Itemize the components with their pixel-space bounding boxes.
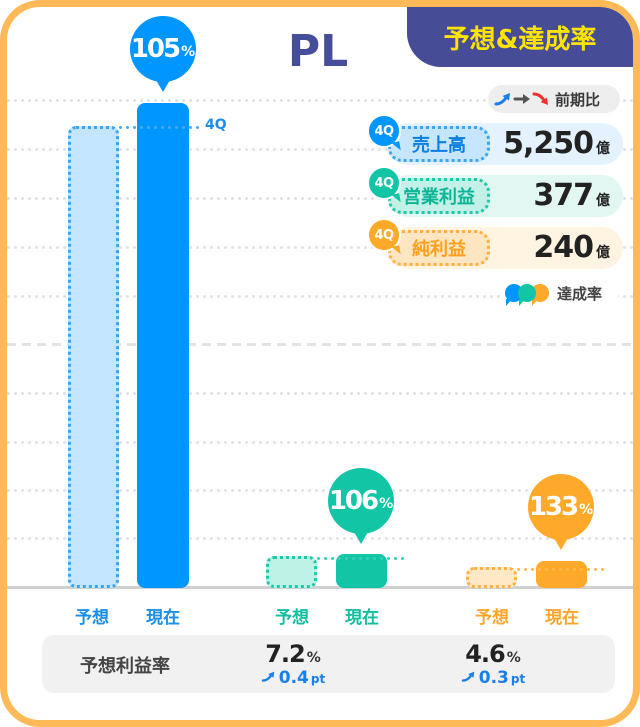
chart-baseline — [7, 586, 633, 589]
gridline — [7, 197, 633, 200]
margin-change-unit: pt — [310, 672, 326, 686]
arrow-right-icon — [513, 91, 532, 107]
kpi-value: 5,250 億 — [503, 123, 610, 165]
kpi-label: 売上高 — [412, 135, 466, 156]
x-label-forecast: 予想 — [275, 608, 309, 628]
margin-unit: % — [306, 650, 321, 666]
achievement-unit: % — [579, 502, 594, 518]
kpi-unit: 億 — [596, 245, 610, 261]
margin-change-unit: pt — [510, 672, 526, 686]
x-label-actual: 現在 — [146, 608, 180, 628]
margin-change-number: 0.3 — [478, 668, 509, 688]
gridline — [7, 489, 633, 492]
kpi-row-net-profit: 純利益 240 億 — [388, 227, 623, 269]
kpi-label-box: 営業利益 — [388, 178, 490, 214]
kpi-number: 5,250 — [503, 126, 594, 161]
page-title: PL — [287, 26, 349, 77]
period-bubble-icon: 4Q — [367, 218, 401, 252]
margin-change: 0.4 pt — [238, 668, 348, 688]
x-label-actual: 現在 — [545, 608, 579, 628]
header-badge: 予想&達成率 — [407, 7, 633, 67]
achievement-value: 133 — [528, 492, 579, 522]
x-label-forecast: 予想 — [475, 608, 509, 628]
profit-margin-label: 予想利益率 — [80, 656, 170, 677]
achievement-bubble-sales: 105% — [130, 16, 196, 82]
profit-margin-row: 予想利益率 7.2% 0.4 pt 4.6% 0.3 pt — [42, 635, 615, 693]
bar-forecast-operating-profit — [266, 556, 317, 588]
kpi-label: 営業利益 — [403, 187, 475, 208]
margin-change: 0.3 pt — [438, 668, 548, 688]
arrow-up-right-icon — [494, 91, 513, 107]
gridline — [7, 148, 633, 151]
achievement-legend-label: 達成率 — [557, 285, 603, 303]
x-label-forecast: 予想 — [75, 608, 109, 628]
gridline — [7, 392, 633, 395]
margin-value: 7.2% — [238, 640, 348, 668]
bubble-teal-icon — [518, 284, 536, 306]
achievement-legend: 達成率 — [503, 282, 618, 306]
kpi-row-operating-profit: 営業利益 377 億 — [388, 175, 623, 217]
period-label: 4Q — [374, 123, 394, 139]
period-label: 4Q — [374, 175, 394, 191]
kpi-value: 240 億 — [533, 227, 610, 269]
arrow-up-right-icon — [461, 668, 479, 687]
kpi-number: 240 — [533, 230, 594, 265]
bar-actual-net-profit — [536, 561, 587, 588]
kpi-value: 377 億 — [533, 175, 610, 217]
achievement-unit: % — [181, 44, 196, 60]
period-bubble-icon: 4Q — [367, 114, 401, 148]
forecast-connector-line — [317, 557, 405, 560]
period-bubble-icon: 4Q — [367, 166, 401, 200]
achievement-value: 106 — [328, 486, 379, 516]
kpi-unit: 億 — [596, 141, 610, 157]
gridline — [7, 246, 633, 249]
gridline — [7, 295, 633, 298]
profit-margin-net: 4.6% 0.3 pt — [438, 640, 548, 688]
margin-number: 4.6 — [465, 640, 506, 668]
forecast-connector-line — [119, 126, 203, 129]
bar-forecast-net-profit — [466, 567, 517, 588]
period-label: 4Q — [374, 227, 394, 243]
kpi-label-box: 売上高 — [388, 126, 490, 162]
kpi-label: 純利益 — [412, 239, 466, 260]
margin-value: 4.6% — [438, 640, 548, 668]
margin-unit: % — [506, 650, 521, 666]
kpi-label-box: 純利益 — [388, 230, 490, 266]
gridline-dashed — [7, 343, 633, 346]
arrow-up-right-icon — [261, 668, 279, 687]
kpi-number: 377 — [533, 178, 594, 213]
kpi-row-sales: 売上高 5,250 億 — [388, 123, 623, 165]
bubble-orange-icon — [531, 284, 549, 306]
margin-number: 7.2 — [265, 640, 306, 668]
x-label-actual: 現在 — [345, 608, 379, 628]
profit-margin-operating: 7.2% 0.4 pt — [238, 640, 348, 688]
trend-legend-label: 前期比 — [555, 90, 601, 109]
forecast-connector-line — [517, 568, 605, 571]
gridline — [7, 441, 633, 444]
achievement-bubble-net-profit: 133% — [528, 474, 594, 540]
arrow-down-right-icon — [532, 91, 551, 107]
achievement-bubble-operating-profit: 106% — [328, 468, 394, 534]
achievement-unit: % — [379, 496, 394, 512]
header-badge-label: 予想&達成率 — [443, 24, 597, 55]
period-marker: 4Q — [205, 117, 227, 133]
bar-forecast-sales — [68, 126, 119, 588]
gridline — [7, 537, 633, 540]
kpi-unit: 億 — [596, 193, 610, 209]
bar-actual-sales — [137, 103, 189, 588]
margin-change-number: 0.4 — [278, 668, 309, 688]
achievement-value: 105 — [130, 34, 181, 64]
trend-legend: 前期比 — [488, 85, 620, 113]
gridline — [7, 99, 633, 102]
